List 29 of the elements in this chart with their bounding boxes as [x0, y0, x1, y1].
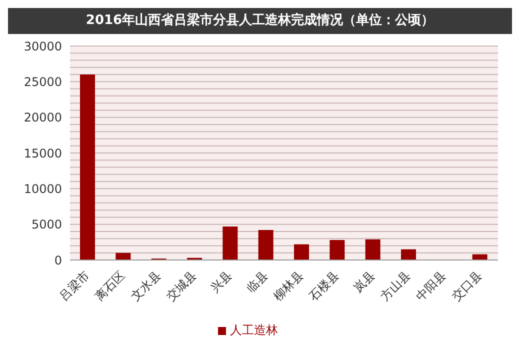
bar [401, 249, 416, 260]
bar [222, 226, 238, 260]
x-tick-label: 中阳县 [413, 268, 449, 304]
x-tick-label: 交城县 [164, 268, 200, 304]
x-tick-label: 离石区 [92, 268, 128, 304]
x-tick-label: 吕梁市 [56, 268, 92, 304]
chart-title: 2016年山西省吕梁市分县人工造林完成情况（单位：公顷） [8, 8, 512, 34]
y-tick-label: 5000 [31, 218, 62, 232]
x-tick-label: 石楼县 [306, 268, 342, 304]
y-tick-label: 20000 [24, 110, 62, 125]
y-tick-label: 15000 [24, 146, 62, 160]
bar [258, 230, 274, 260]
y-tick-label: 30000 [24, 39, 62, 54]
y-tick-label: 0 [54, 253, 62, 268]
x-tick-label: 方山县 [378, 268, 414, 304]
bar [80, 74, 95, 260]
y-tick-label: 25000 [24, 74, 62, 89]
bar [330, 240, 345, 260]
legend-label: 人工造林 [230, 323, 278, 337]
y-tick-label: 10000 [24, 182, 62, 196]
x-tick-label: 文水县 [128, 268, 164, 304]
x-tick-label: 岚县 [350, 268, 378, 296]
bar [294, 244, 309, 260]
x-tick-label: 兴县 [208, 268, 235, 296]
bar [365, 239, 380, 260]
bar [116, 252, 131, 260]
x-tick-label: 交口县 [449, 268, 484, 304]
x-tick-label: 柳林县 [270, 268, 306, 304]
x-tick-label: 临县 [244, 268, 270, 296]
